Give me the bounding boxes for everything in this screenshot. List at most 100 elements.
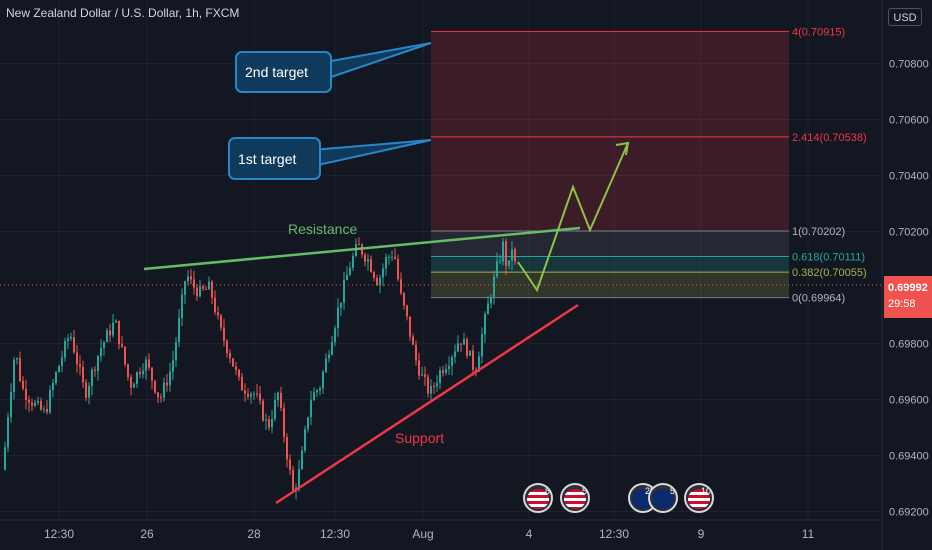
- time-tick-label: Aug: [412, 527, 433, 541]
- candle-body: [223, 327, 225, 341]
- candle-body: [310, 400, 312, 418]
- time-tick-label: 28: [247, 527, 261, 541]
- us-flag-icon: [527, 489, 549, 509]
- time-tick-label: 26: [140, 527, 154, 541]
- candle-body: [511, 249, 513, 261]
- candle-body: [199, 286, 201, 297]
- fib-level-label: 2.414(0.70538): [792, 132, 867, 144]
- candle-body: [364, 254, 366, 262]
- candle-body: [229, 353, 231, 359]
- callout-1st-target[interactable]: 1st target: [228, 137, 321, 180]
- candle-body: [175, 341, 177, 361]
- candle-body: [283, 407, 285, 438]
- candle-body: [289, 459, 291, 470]
- candle-body: [445, 368, 447, 374]
- candle-body: [436, 382, 438, 387]
- candle-body: [286, 437, 288, 460]
- resistance-line[interactable]: [143, 226, 581, 271]
- candle-body: [463, 339, 465, 345]
- candle-body: [172, 360, 174, 372]
- candle-body: [70, 337, 72, 339]
- countdown-label: 29:58: [888, 298, 916, 310]
- event-marker[interactable]: 10: [684, 483, 714, 513]
- candle-body: [418, 360, 420, 376]
- candle-body: [451, 357, 453, 366]
- price-axis[interactable]: 0.70800 0.70600 0.70400 0.70200 0.69800 0.696…: [884, 59, 932, 519]
- candle-body: [67, 338, 69, 341]
- candle-body: [460, 343, 462, 345]
- event-marker[interactable]: 5: [560, 483, 590, 513]
- candle-body: [478, 356, 480, 372]
- candle-body: [61, 357, 63, 366]
- candle-body: [415, 344, 417, 361]
- candle-body: [160, 397, 162, 399]
- event-count: 5: [669, 486, 675, 496]
- candle-body: [490, 297, 492, 304]
- candle-body: [151, 367, 153, 381]
- currency-selector[interactable]: USD: [888, 8, 922, 26]
- time-axis[interactable]: 12:30 26 28 12:30 Aug 4 12:30 9 11: [0, 0, 883, 550]
- candle-body: [433, 386, 435, 388]
- candle-body: [247, 393, 249, 397]
- candle-body: [196, 287, 198, 297]
- candle-body: [337, 307, 339, 329]
- candle-body: [439, 370, 441, 383]
- us-flag-icon: [564, 489, 586, 509]
- candle-body: [64, 340, 66, 358]
- time-tick-label: 4: [526, 527, 533, 541]
- candle-body: [46, 408, 48, 413]
- event-marker[interactable]: 5: [648, 483, 678, 513]
- candle-body: [376, 277, 378, 286]
- candle-body: [388, 256, 390, 258]
- candle-body: [508, 260, 510, 266]
- candle-body: [121, 344, 123, 347]
- candle-body: [307, 417, 309, 430]
- candle-body: [88, 386, 90, 398]
- fibonacci-extension[interactable]: 4(0.70915) 2.414(0.70538) 1(0.70202) 0.618(…: [431, 26, 867, 305]
- candle-body: [346, 275, 348, 281]
- candle-body: [403, 293, 405, 306]
- projection-path[interactable]: [517, 142, 629, 293]
- callout-2nd-target[interactable]: 2nd target: [235, 51, 332, 93]
- candle-body: [13, 359, 15, 392]
- fib-level-label: 1(0.70202): [792, 226, 845, 238]
- candle-body: [319, 388, 321, 391]
- support-line[interactable]: [275, 303, 579, 505]
- fib-level-label: 0(0.69964): [792, 293, 845, 305]
- candle-body: [409, 316, 411, 337]
- candle-body: [226, 340, 228, 354]
- candle-body: [367, 259, 369, 262]
- support-label: Support: [395, 430, 444, 446]
- candle-body: [385, 257, 387, 269]
- candle-body: [115, 320, 117, 323]
- candle-body: [76, 352, 78, 365]
- candle-body: [484, 314, 486, 335]
- resistance-label: Resistance: [288, 221, 357, 237]
- candle-body: [466, 339, 468, 356]
- event-count: 8: [544, 486, 550, 496]
- candle-body: [10, 391, 12, 418]
- fib-level-label: 4(0.70915): [792, 26, 845, 38]
- candle-body: [241, 376, 243, 391]
- candle-body: [358, 244, 360, 246]
- candle-body: [304, 429, 306, 451]
- candle-body: [34, 402, 36, 406]
- candle-body: [130, 377, 132, 388]
- candle-body: [262, 400, 264, 421]
- event-marker[interactable]: 8: [523, 483, 553, 513]
- candle-body: [448, 365, 450, 369]
- fib-level-label: 0.618(0.70111): [792, 251, 865, 263]
- candle-body: [25, 388, 27, 400]
- candle-body: [427, 376, 429, 394]
- candle-body: [271, 418, 273, 428]
- time-tick-label: 12:30: [320, 527, 350, 541]
- candle-body: [382, 268, 384, 278]
- candle-body: [106, 330, 108, 343]
- price-candles: [4, 237, 516, 500]
- candle-body: [208, 281, 210, 290]
- candle-body: [16, 358, 18, 360]
- price-tick-label: 0.70800: [889, 59, 929, 71]
- candle-body: [193, 279, 195, 288]
- candle-body: [28, 399, 30, 403]
